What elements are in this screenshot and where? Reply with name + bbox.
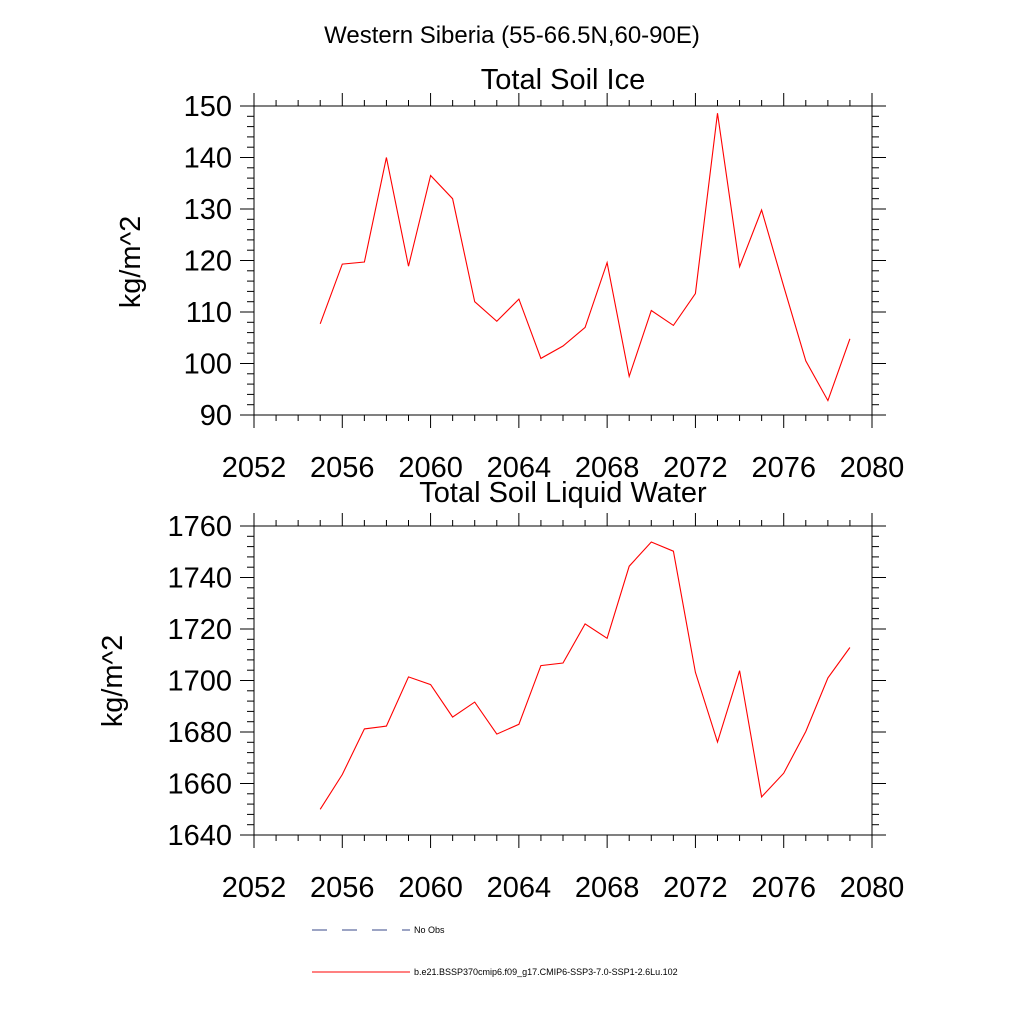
x-tick-label: 2072 — [663, 452, 728, 484]
y-tick-label: 110 — [186, 297, 232, 329]
x-tick-label: 2060 — [398, 872, 463, 904]
x-tick-label: 2056 — [310, 872, 375, 904]
y-tick-label: 1740 — [167, 563, 232, 595]
axes-soil-ice: 2052 2056 2060 2064 2068 2072 2076 2080 90 100 110… — [184, 91, 905, 484]
panel-soil-liquid-water: Total Soil Liquid Water kg/m^2 2052 2056 2… — [97, 477, 904, 904]
x-tick-label: 2080 — [840, 872, 905, 904]
plot-frame-soil-ice — [253, 105, 873, 416]
x-tick-label: 2076 — [751, 452, 816, 484]
y-axis-label-soil-liquid-water: kg/m^2 — [97, 635, 129, 728]
y-tick-label: 1660 — [167, 769, 232, 801]
y-axis-label-soil-ice: kg/m^2 — [115, 216, 147, 309]
x-tick-label: 2076 — [751, 872, 816, 904]
x-tick-label: 2064 — [487, 452, 552, 484]
y-tick-label: 90 — [200, 400, 232, 432]
y-tick-label: 1700 — [167, 666, 232, 698]
x-tick-label: 2068 — [575, 452, 640, 484]
plot-frame-soil-liquid-water — [253, 525, 873, 836]
y-tick-label: 1640 — [167, 820, 232, 852]
y-tick-label: 100 — [184, 349, 232, 381]
legend: No Obs b.e21.BSSP370cmip6.f09_g17.CMIP6-… — [312, 925, 678, 977]
chart-title-soil-liquid-water: Total Soil Liquid Water — [419, 477, 707, 509]
x-tick-label: 2080 — [840, 452, 905, 484]
x-tick-label: 2072 — [663, 872, 728, 904]
y-tick-label: 150 — [184, 91, 232, 123]
y-tick-label: 120 — [184, 246, 232, 278]
x-tick-label: 2068 — [575, 872, 640, 904]
y-tick-label: 130 — [184, 194, 232, 226]
x-tick-label: 2060 — [398, 452, 463, 484]
y-tick-label: 1760 — [167, 511, 232, 543]
y-tick-label: 1680 — [167, 717, 232, 749]
x-tick-label: 2064 — [487, 872, 552, 904]
series-layer-soil-ice — [319, 113, 851, 402]
y-tick-label: 140 — [184, 143, 232, 175]
x-tick-label: 2052 — [222, 872, 287, 904]
panel-soil-ice: Total Soil Ice kg/m^2 2052 2056 2060 2064 20… — [115, 64, 904, 484]
legend-label-model: b.e21.BSSP370cmip6.f09_g17.CMIP6-SSP3-7.… — [414, 967, 678, 977]
legend-label-no-obs: No Obs — [414, 925, 445, 935]
series-line-soil-ice-0 — [319, 113, 851, 402]
series-layer-soil-liquid-water — [319, 541, 851, 810]
figure-title: Western Siberia (55-66.5N,60-90E) — [324, 22, 700, 49]
x-tick-label: 2056 — [310, 452, 375, 484]
x-tick-label: 2052 — [222, 452, 287, 484]
y-tick-label: 1720 — [167, 614, 232, 646]
series-line-soil-liquid-water-0 — [319, 541, 851, 810]
axes-soil-liquid-water: 2052 2056 2060 2064 2068 2072 2076 2080 1640 1660… — [167, 511, 904, 904]
chart-title-soil-ice: Total Soil Ice — [481, 64, 645, 96]
